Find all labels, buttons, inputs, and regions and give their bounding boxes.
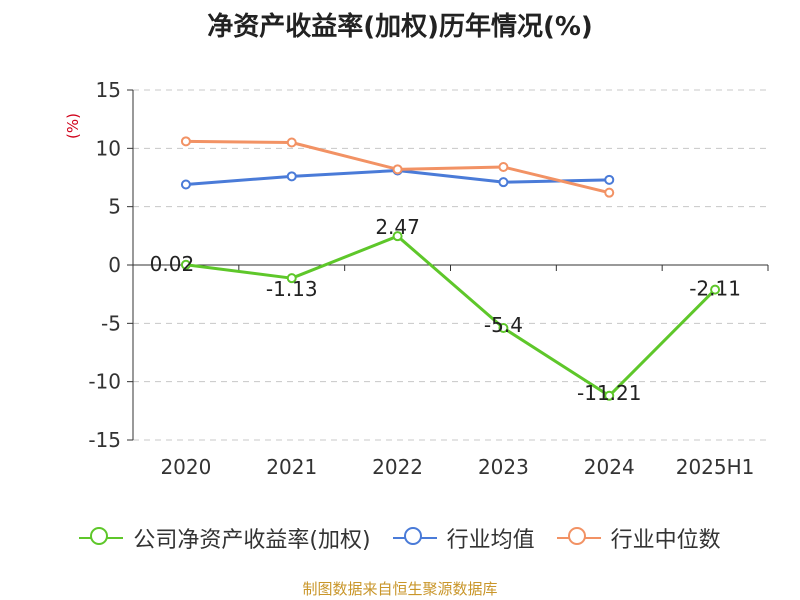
- y-tick-label: -5: [101, 311, 121, 335]
- data-point: [604, 187, 615, 198]
- legend-marker-icon: [79, 526, 124, 550]
- data-point: [286, 171, 297, 182]
- x-tick-label: 2021: [266, 455, 317, 479]
- x-tick-label: 2023: [478, 455, 529, 479]
- data-point: [180, 259, 191, 270]
- legend-item-industry-median[interactable]: 行业中位数: [556, 522, 721, 554]
- data-point: [604, 174, 615, 185]
- legend-item-industry-mean[interactable]: 行业均值: [392, 522, 535, 554]
- legend-marker-icon: [392, 526, 437, 550]
- y-tick-label: 15: [96, 78, 121, 102]
- data-point: [180, 136, 191, 147]
- data-point: [498, 177, 509, 188]
- data-label: 2.47: [375, 215, 420, 239]
- data-point: [180, 179, 191, 190]
- legend-item-company[interactable]: 公司净资产收益率(加权): [79, 522, 371, 554]
- series-line: [185, 234, 717, 398]
- data-label: -1.13: [266, 277, 318, 301]
- y-tick-label: 0: [108, 253, 121, 277]
- legend-marker-icon: [556, 526, 601, 550]
- data-label: -11.21: [577, 381, 641, 405]
- data-label: 0.02: [150, 252, 195, 276]
- data-point: [710, 284, 721, 295]
- data-labels: 0.02 -1.13 2.47 -5.4 -11.21 -2.11: [150, 215, 741, 405]
- x-tick-label: 2022: [372, 455, 423, 479]
- y-axis-unit-label: (%): [64, 113, 82, 139]
- data-point: [498, 323, 509, 333]
- legend-label: 行业中位数: [610, 528, 721, 553]
- y-tick-label: -15: [88, 428, 121, 452]
- x-tick-label: 2020: [160, 455, 211, 479]
- legend: 公司净资产收益率(加权) 行业均值 行业中位数: [0, 522, 800, 554]
- source-note: 制图数据来自恒生聚源数据库: [302, 580, 498, 598]
- legend-label: 公司净资产收益率(加权): [133, 528, 371, 553]
- data-label: -2.11: [689, 277, 741, 301]
- x-tick-label: 2025H1: [676, 455, 755, 479]
- legend-label: 行业均值: [446, 528, 535, 553]
- data-label: -5.4: [484, 313, 523, 337]
- axes: 15 10 5 0 -5 -10 -15 2020 2021 2022 2023 2024 2025H1…: [64, 78, 769, 479]
- chart-title: 净资产收益率(加权)历年情况(%): [207, 12, 593, 42]
- data-point: [286, 273, 297, 284]
- y-tick-label: 5: [108, 195, 121, 219]
- data-point: [392, 231, 403, 242]
- data-point: [392, 164, 403, 175]
- y-tick-label: 10: [96, 136, 121, 160]
- data-point: [498, 162, 509, 172]
- y-tick-label: -10: [88, 370, 121, 394]
- x-tick-label: 2024: [584, 455, 635, 479]
- data-point: [604, 390, 615, 401]
- data-point: [286, 137, 297, 148]
- series-lines: [180, 136, 721, 401]
- grid-lines: [133, 89, 768, 441]
